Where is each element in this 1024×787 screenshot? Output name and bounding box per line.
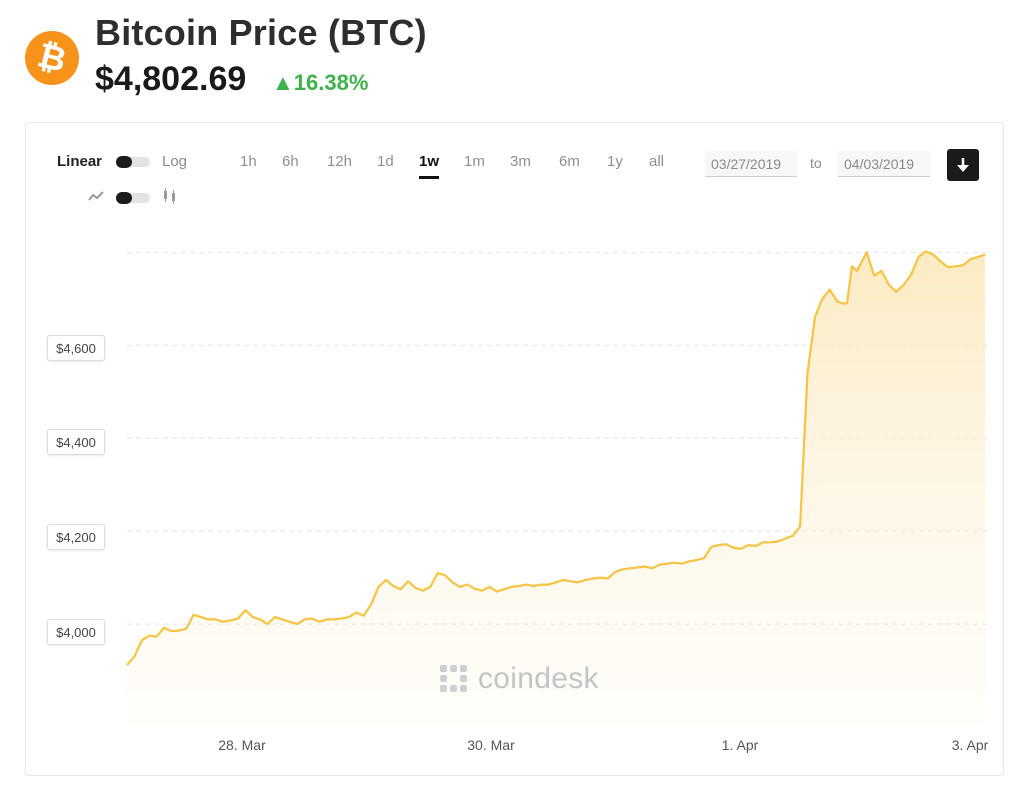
x-tick-label: 30. Mar <box>467 737 515 753</box>
x-tick-label: 1. Apr <box>721 737 759 753</box>
chart-style-toggle-knob <box>116 192 132 204</box>
range-all-button[interactable]: all <box>649 153 665 170</box>
download-icon <box>957 158 969 172</box>
title-text: Bitcoin Price <box>95 12 318 53</box>
coindesk-watermark: coindesk <box>438 662 599 696</box>
range-1y-button[interactable]: 1y <box>607 153 623 170</box>
scale-log-label[interactable]: Log <box>162 153 188 170</box>
line-chart-icon[interactable] <box>88 190 104 202</box>
coindesk-logo-icon <box>440 665 467 692</box>
scale-toggle-knob <box>116 156 132 168</box>
page-title: Bitcoin Price (BTC) <box>95 12 427 54</box>
x-tick-label: 28. Mar <box>218 737 266 753</box>
current-price: $4,802.69 <box>95 60 247 98</box>
y-tick-label: $4,400 <box>47 429 105 455</box>
candlestick-icon[interactable] <box>162 188 178 204</box>
scale-linear-label[interactable]: Linear <box>57 153 103 170</box>
range-12h-button[interactable]: 12h <box>327 153 353 170</box>
date-to-input[interactable] <box>838 151 930 177</box>
price-area <box>127 251 986 724</box>
range-3m-button[interactable]: 3m <box>510 153 531 170</box>
range-6m-button[interactable]: 6m <box>559 153 580 170</box>
range-1w-button[interactable]: 1w <box>419 153 440 179</box>
price-line <box>126 250 986 666</box>
watermark-text: coindesk <box>478 662 599 695</box>
chart-style-toggle[interactable] <box>116 192 150 204</box>
x-tick-label: 3. Apr <box>951 737 989 753</box>
y-tick-label: $4,600 <box>47 335 105 361</box>
y-tick-label: $4,000 <box>47 619 105 645</box>
bitcoin-logo-icon: ₿ <box>25 31 79 85</box>
ticker-text: (BTC) <box>327 12 427 53</box>
price-change-badge: ▲16.38% <box>272 70 369 95</box>
range-6h-button[interactable]: 6h <box>282 153 299 170</box>
range-1h-button[interactable]: 1h <box>240 153 257 170</box>
download-button[interactable] <box>947 149 979 181</box>
y-tick-label: $4,200 <box>47 524 105 550</box>
range-1d-button[interactable]: 1d <box>377 153 394 170</box>
range-1m-button[interactable]: 1m <box>464 153 485 170</box>
scale-toggle[interactable] <box>116 156 150 168</box>
date-from-input[interactable] <box>705 151 797 177</box>
date-to-separator: to <box>810 155 822 171</box>
